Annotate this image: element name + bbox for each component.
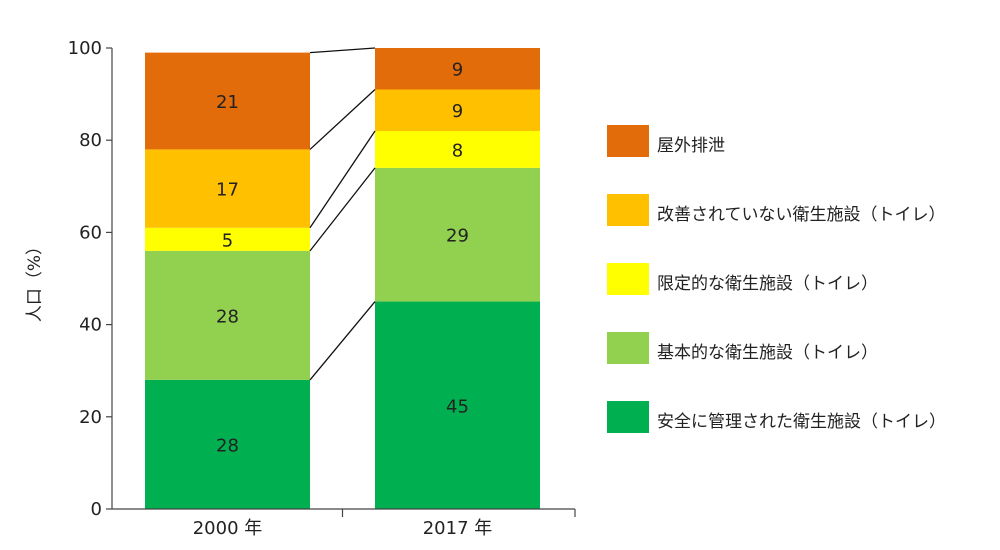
legend-label: 改善されていない衛生施設（トイレ） <box>657 205 946 225</box>
stacked-bar-chart: 人口（%） 28 45 28 29 5 8 17 9 21 9 0 20 40 60 80 100 2000 年… <box>25 38 576 539</box>
data-label: 45 <box>446 396 469 417</box>
data-label: 28 <box>216 435 239 456</box>
y-axis-label: 人口（%） <box>25 238 45 322</box>
connector-line <box>309 301 376 381</box>
y-tick-label: 40 <box>79 315 102 336</box>
bar-segment <box>145 149 310 228</box>
data-label: 28 <box>216 306 239 327</box>
legend-swatch <box>607 401 649 433</box>
y-tick-label: 100 <box>68 38 102 59</box>
x-tick-label: 2000 年 <box>193 518 263 539</box>
y-tick-label: 60 <box>79 222 102 243</box>
bar-segment <box>145 227 310 251</box>
data-label: 9 <box>452 60 463 81</box>
bar-segment <box>375 130 540 168</box>
connector-line <box>309 89 376 150</box>
legend-label: 限定的な衛生施設（トイレ） <box>657 274 878 294</box>
y-tick-label: 80 <box>79 130 102 151</box>
bar-segment <box>375 48 540 90</box>
y-tick-label: 0 <box>91 499 102 520</box>
bar-segment <box>145 250 310 380</box>
data-label: 29 <box>446 226 469 247</box>
data-label: 21 <box>216 92 239 113</box>
data-label: 5 <box>222 230 233 251</box>
connector-line <box>309 130 376 229</box>
connector-line <box>309 47 376 54</box>
bar-segment <box>145 52 310 150</box>
legend-label: 屋外排泄 <box>657 136 725 156</box>
bar-segment <box>145 379 310 509</box>
x-tick-label: 2017 年 <box>423 518 493 539</box>
data-label: 17 <box>216 180 239 201</box>
legend-label: 基本的な衛生施設（トイレ） <box>657 343 878 363</box>
legend-label: 安全に管理された衛生施設（トイレ） <box>657 412 946 432</box>
bar-segment <box>375 167 540 302</box>
legend-swatch <box>607 125 649 157</box>
y-tick-label: 20 <box>79 407 102 428</box>
bar-segment <box>375 301 540 509</box>
legend-swatch <box>607 332 649 364</box>
bar-segment <box>375 89 540 131</box>
data-label: 9 <box>452 101 463 122</box>
legend-swatch <box>607 263 649 295</box>
data-label: 8 <box>452 140 463 161</box>
connector-line <box>309 167 376 252</box>
legend-swatch <box>607 194 649 226</box>
